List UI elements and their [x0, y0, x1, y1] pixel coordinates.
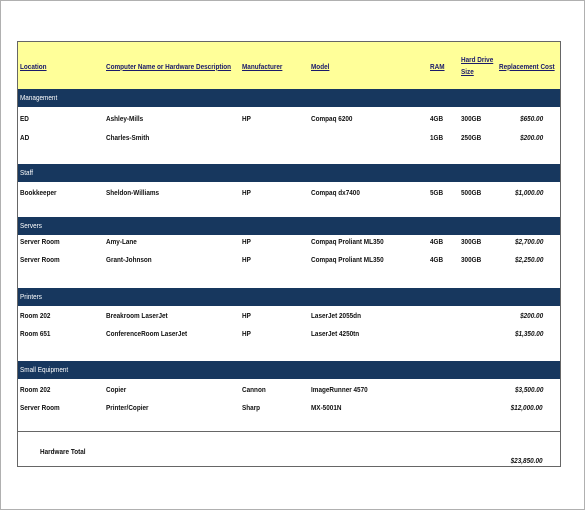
- cell-hard-drive: 500GB: [461, 188, 482, 197]
- cell-model: MX-5001N: [311, 403, 342, 412]
- cell-location: Bookkeeper: [20, 188, 57, 197]
- cell-name: Copier: [106, 385, 127, 394]
- table-row: AD Charles-Smith 1GB 250GB $200.00: [18, 133, 560, 143]
- cell-model: Compaq dx7400: [311, 188, 360, 197]
- cell-ram: 4GB: [430, 237, 444, 246]
- section-title: Staff: [20, 168, 34, 177]
- section-small-equipment: Small Equipment: [18, 361, 560, 379]
- cell-cost: $3,500.00: [514, 385, 543, 394]
- cell-ram: 4GB: [430, 255, 444, 264]
- table-row: ED Ashley-Mills HP Compaq 6200 4GB 300GB…: [18, 114, 560, 124]
- cell-location: AD: [20, 133, 30, 142]
- cell-name: Grant-Johnson: [106, 255, 152, 264]
- cell-name: Amy-Lane: [106, 237, 137, 246]
- cell-model: Compaq Proliant ML350: [311, 237, 384, 246]
- cell-ram: 5GB: [430, 188, 444, 197]
- cell-manufacturer: HP: [242, 329, 251, 338]
- cell-location: Server Room: [20, 255, 60, 264]
- section-title: Small Equipment: [20, 365, 69, 374]
- section-servers: Servers: [18, 217, 560, 235]
- cell-location: Room 651: [20, 329, 51, 338]
- table-row: Server Room Amy-Lane HP Compaq Proliant …: [18, 237, 560, 247]
- header-model: Model: [311, 62, 330, 71]
- cell-cost: $200.00: [519, 311, 543, 320]
- cell-manufacturer: HP: [242, 237, 251, 246]
- cell-cost: $2,250.00: [514, 255, 543, 264]
- header-hard-drive-size: Size: [461, 67, 474, 76]
- section-title: Servers: [20, 221, 42, 230]
- cell-model: LaserJet 4250tn: [311, 329, 360, 338]
- section-staff: Staff: [18, 164, 560, 182]
- table-row: Bookkeeper Sheldon-Williams HP Compaq dx…: [18, 188, 560, 198]
- cell-name: Charles-Smith: [106, 133, 150, 142]
- table-row: Room 651 ConferenceRoom LaserJet HP Lase…: [18, 329, 560, 339]
- table-row: Room 202 Breakroom LaserJet HP LaserJet …: [18, 311, 560, 321]
- section-title: Printers: [20, 292, 42, 301]
- cell-model: Compaq 6200: [311, 114, 353, 123]
- cell-name: Sheldon-Williams: [106, 188, 160, 197]
- cell-ram: 1GB: [430, 133, 444, 142]
- cell-name: Ashley-Mills: [106, 114, 144, 123]
- cell-cost: $1,350.00: [514, 329, 543, 338]
- total-divider: [18, 431, 560, 432]
- header-manufacturer: Manufacturer: [242, 62, 283, 71]
- cell-cost: $2,700.00: [514, 237, 543, 246]
- table-row: Server Room Grant-Johnson HP Compaq Prol…: [18, 255, 560, 265]
- cell-cost: $650.00: [519, 114, 543, 123]
- cell-manufacturer: HP: [242, 255, 251, 264]
- table-row: Room 202 Copier Cannon ImageRunner 4570 …: [18, 385, 560, 395]
- cell-location: Server Room: [20, 237, 60, 246]
- section-printers: Printers: [18, 288, 560, 306]
- header-hard-drive: Hard Drive: [461, 55, 494, 64]
- cell-model: ImageRunner 4570: [311, 385, 368, 394]
- cell-hard-drive: 300GB: [461, 237, 482, 246]
- cell-location: Server Room: [20, 403, 60, 412]
- header-ram: RAM: [430, 62, 445, 71]
- hardware-total-label: Hardware Total: [40, 447, 86, 456]
- cell-cost: $200.00: [519, 133, 543, 142]
- cell-hard-drive: 300GB: [461, 114, 482, 123]
- cell-name: ConferenceRoom LaserJet: [106, 329, 188, 338]
- cell-manufacturer: Sharp: [242, 403, 261, 412]
- cell-ram: 4GB: [430, 114, 444, 123]
- cell-name: Printer/Copier: [106, 403, 149, 412]
- inventory-sheet: Location Computer Name or Hardware Descr…: [17, 41, 561, 467]
- cell-hard-drive: 250GB: [461, 133, 482, 142]
- section-management: Management: [18, 89, 560, 107]
- cell-manufacturer: Cannon: [242, 385, 266, 394]
- hardware-total-value: $23,850.00: [511, 456, 543, 465]
- cell-location: ED: [20, 114, 29, 123]
- header-location: Location: [20, 62, 47, 71]
- cell-model: LaserJet 2055dn: [311, 311, 361, 320]
- header-row: Location Computer Name or Hardware Descr…: [18, 42, 560, 90]
- cell-name: Breakroom LaserJet: [106, 311, 168, 320]
- header-replacement-cost: Replacement Cost: [499, 62, 555, 71]
- cell-manufacturer: HP: [242, 114, 251, 123]
- table-row: Server Room Printer/Copier Sharp MX-5001…: [18, 403, 560, 413]
- cell-location: Room 202: [20, 385, 51, 394]
- cell-cost: $12,000.00: [511, 403, 543, 412]
- header-computer-name: Computer Name or Hardware Description: [106, 62, 232, 71]
- cell-manufacturer: HP: [242, 311, 251, 320]
- cell-hard-drive: 300GB: [461, 255, 482, 264]
- cell-model: Compaq Proliant ML350: [311, 255, 384, 264]
- section-title: Management: [20, 93, 58, 102]
- cell-manufacturer: HP: [242, 188, 251, 197]
- cell-cost: $1,000.00: [514, 188, 543, 197]
- cell-location: Room 202: [20, 311, 51, 320]
